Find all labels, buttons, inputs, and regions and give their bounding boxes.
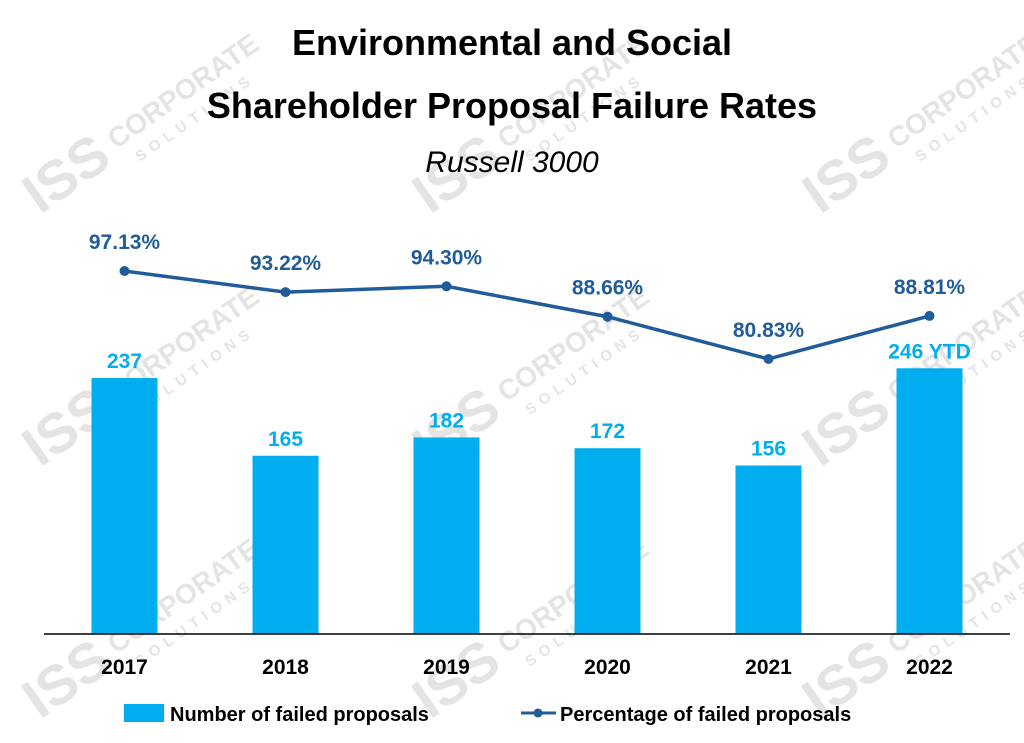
bar-2020	[574, 448, 641, 634]
line-label-2019: 94.30%	[411, 246, 483, 269]
legend-line-label: Percentage of failed proposals	[560, 704, 851, 726]
bar-label-2022: 246 YTD	[888, 340, 971, 363]
bar-2022	[896, 368, 963, 634]
bar-2018	[252, 455, 319, 634]
watermark-brand: ISS	[791, 374, 901, 477]
line-point-2017	[119, 266, 130, 276]
bar-2017	[91, 378, 158, 634]
line-point-2020	[602, 311, 613, 322]
legend-bar-label: Number of failed proposals	[170, 704, 429, 726]
line-label-2021: 80.83%	[733, 319, 805, 342]
legend: Number of failed proposals Percentage of…	[124, 704, 851, 726]
bar-series	[91, 368, 963, 634]
line-point-2019	[441, 281, 452, 292]
x-axis-tick-labels: 2017 2018 2019 2020 2021 2022	[101, 656, 953, 679]
bar-data-labels: 237 165 182 172 156 246 YTD	[107, 340, 971, 460]
x-tick-2018: 2018	[262, 656, 309, 679]
x-tick-2019: 2019	[423, 656, 470, 679]
chart-title-line-2: Shareholder Proposal Failure Rates	[207, 85, 817, 126]
bar-label-2019: 182	[429, 409, 464, 432]
bar-2019	[413, 437, 480, 634]
line-series	[119, 266, 935, 364]
line-point-2022	[924, 310, 935, 321]
x-tick-2022: 2022	[906, 656, 953, 679]
chart-title-line-1: Environmental and Social	[292, 22, 732, 63]
chart-subtitle: Russell 3000	[425, 146, 599, 179]
watermark-brand: ISS	[11, 121, 121, 224]
bar-label-2017: 237	[107, 350, 142, 373]
line-point-2021	[763, 354, 774, 364]
line-label-2018: 93.22%	[250, 252, 322, 275]
legend-line-marker	[533, 708, 543, 718]
line-label-2017: 97.13%	[89, 231, 161, 254]
bar-label-2018: 165	[268, 428, 303, 451]
line-label-2020: 88.66%	[572, 277, 644, 300]
bar-2021	[735, 465, 802, 634]
bar-label-2021: 156	[751, 437, 786, 460]
x-tick-2020: 2020	[584, 656, 631, 679]
legend-bar-swatch	[124, 704, 164, 722]
bar-label-2020: 172	[590, 420, 625, 443]
line-data-labels: 97.13% 93.22% 94.30% 88.66% 80.83% 88.81%	[89, 231, 966, 342]
percentage-line	[124, 269, 930, 361]
line-point-2018	[280, 287, 291, 298]
watermark-brand: ISS	[791, 121, 901, 224]
line-label-2022: 88.81%	[894, 276, 966, 299]
x-tick-2021: 2021	[745, 656, 792, 679]
x-tick-2017: 2017	[101, 656, 148, 679]
